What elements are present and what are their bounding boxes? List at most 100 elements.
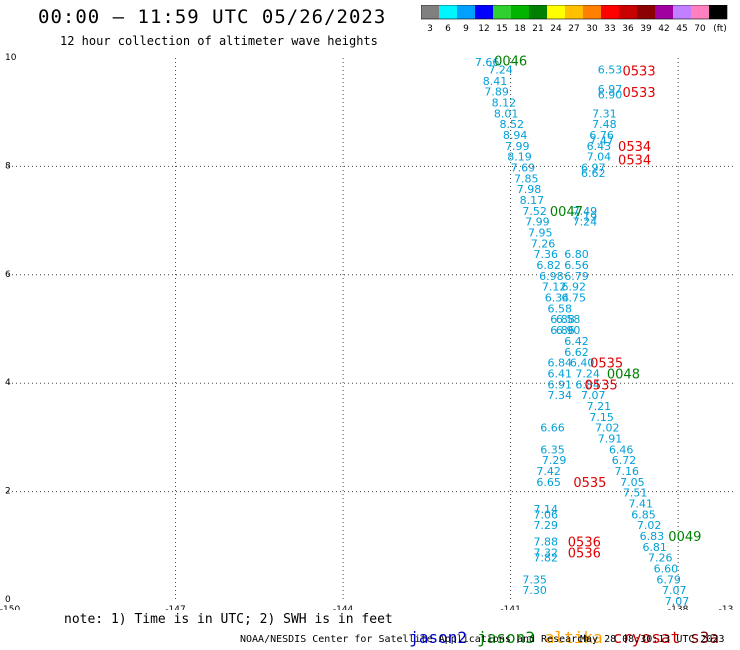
wave-height-point: 6.58 bbox=[548, 302, 573, 315]
legend-jason3: jason3 bbox=[477, 628, 535, 647]
y-tick-label: 4 bbox=[5, 378, 11, 388]
wave-height-point: 7.07 bbox=[662, 584, 687, 597]
colorbar-swatch bbox=[439, 5, 457, 19]
y-tick-label: 0 bbox=[5, 595, 11, 605]
colorbar-swatch bbox=[691, 5, 709, 19]
wave-height-point: 6.58 bbox=[556, 313, 581, 326]
wave-height-point: 8.01 bbox=[494, 107, 519, 120]
wave-height-point: 6.75 bbox=[561, 292, 586, 305]
colorbar-label: 36 bbox=[622, 24, 634, 34]
wave-height-point: 7.47 bbox=[589, 134, 614, 147]
x-tick-label: -144 bbox=[333, 605, 354, 610]
track-label: 0534 bbox=[618, 153, 651, 168]
wave-height-point: 7.16 bbox=[615, 465, 640, 478]
colorbar-swatch bbox=[457, 5, 475, 19]
chart-subtitle: 12 hour collection of altimeter wave hei… bbox=[60, 34, 378, 48]
wave-height-point: 6.62 bbox=[581, 167, 606, 180]
wave-height-point: 6.35 bbox=[540, 443, 565, 456]
wave-height-point: 7.69 bbox=[511, 161, 536, 174]
track-label: 0536 bbox=[568, 546, 601, 561]
colorbar-swatch bbox=[565, 5, 583, 19]
colorbar-swatch bbox=[529, 5, 547, 19]
x-tick-label: -150 bbox=[0, 605, 20, 610]
wave-height-point: 6.82 bbox=[536, 259, 561, 272]
track-label: 0534 bbox=[618, 140, 651, 155]
x-tick-label: -147 bbox=[165, 605, 185, 610]
legend-s3a: s3a bbox=[690, 628, 719, 647]
chart-title: 00:00 – 11:59 UTC 05/26/2023 bbox=[38, 6, 387, 28]
wave-height-point: 7.26 bbox=[531, 237, 556, 250]
wave-height-point: 7.99 bbox=[525, 216, 550, 229]
wave-height-point: 7.66 bbox=[475, 56, 500, 69]
colorbar-label: 18 bbox=[514, 24, 526, 34]
wave-height-point: 7.07 bbox=[665, 595, 690, 608]
wave-height-point: 6.92 bbox=[561, 281, 586, 294]
colorbar-label: 24 bbox=[550, 24, 562, 34]
wave-height-point: 6.98 bbox=[539, 270, 564, 283]
colorbar-label: 42 bbox=[658, 24, 669, 34]
wave-height-point: 6.60 bbox=[654, 563, 679, 576]
colorbar-label: 6 bbox=[445, 24, 451, 34]
wave-height-point: 6.91 bbox=[548, 378, 573, 391]
wave-height-point: 6.88 bbox=[550, 313, 575, 326]
colorbar-label: 33 bbox=[604, 24, 615, 34]
colorbar-swatch bbox=[637, 5, 655, 19]
wave-height-point: 6.72 bbox=[612, 454, 637, 467]
wave-height-point: 7.31 bbox=[592, 107, 617, 120]
wave-height-point: 6.85 bbox=[631, 508, 656, 521]
wave-height-point: 7.24 bbox=[573, 216, 598, 229]
wave-height-point: 7.49 bbox=[573, 205, 598, 218]
wave-height-point: 7.21 bbox=[587, 400, 612, 413]
wave-height-point: 7.51 bbox=[623, 487, 648, 500]
wave-height-point: 7.52 bbox=[522, 205, 547, 218]
colorbar-swatch bbox=[673, 5, 691, 19]
wave-height-point: 7.36 bbox=[534, 248, 559, 261]
wave-height-point: 6.80 bbox=[564, 248, 589, 261]
track-label: 0535 bbox=[590, 357, 623, 372]
wave-height-point: 7.24 bbox=[575, 367, 600, 380]
wave-height-point: 6.41 bbox=[548, 367, 573, 380]
wave-height-point: 6.97 bbox=[598, 83, 623, 96]
colorbar-label: 3 bbox=[427, 24, 433, 34]
wave-height-point: 7.91 bbox=[598, 432, 623, 445]
wave-height-point: 7.29 bbox=[542, 454, 567, 467]
wave-height-point: 7.06 bbox=[534, 508, 559, 521]
wave-height-point: 6.46 bbox=[609, 443, 634, 456]
wave-height-point: 7.26 bbox=[648, 552, 673, 565]
wave-height-point: 6.43 bbox=[587, 140, 612, 153]
legend-jason2: jason2 bbox=[409, 628, 468, 647]
wave-height-point: 7.35 bbox=[522, 573, 547, 586]
colorbar-label: 15 bbox=[496, 24, 507, 34]
generated-timestamp: May 28 08:30:13 UTC 2023 bbox=[580, 634, 725, 645]
wave-height-point: 7.24 bbox=[488, 63, 513, 76]
wave-height-point: 6.76 bbox=[589, 129, 614, 142]
track-label: 0535 bbox=[585, 378, 618, 393]
colorbar-swatch bbox=[547, 5, 565, 19]
colorbar-label: 21 bbox=[532, 24, 543, 34]
x-tick-label: -13 bbox=[719, 605, 734, 610]
wave-height-point: 6.90 bbox=[556, 324, 581, 337]
wave-height-point: 7.99 bbox=[505, 140, 530, 153]
wave-height-point: 7.82 bbox=[534, 552, 559, 565]
track-label: 0048 bbox=[607, 367, 640, 382]
wave-height-point: 6.34 bbox=[545, 292, 570, 305]
colorbar-swatch bbox=[421, 5, 439, 19]
wave-height-point: 7.05 bbox=[620, 476, 645, 489]
wave-height-point: 6.84 bbox=[548, 357, 573, 370]
legend-altika: altika bbox=[544, 628, 603, 647]
wave-height-point: 7.48 bbox=[592, 118, 617, 131]
colorbar-label: (ft) bbox=[713, 24, 727, 34]
colorbar-label: 27 bbox=[568, 24, 579, 34]
colorbar-swatch bbox=[601, 5, 619, 19]
track-label: 0533 bbox=[623, 86, 656, 101]
track-label: 0533 bbox=[623, 64, 656, 79]
colorbar-label: 39 bbox=[640, 24, 652, 34]
legend-cryosat: cryosat bbox=[612, 628, 681, 647]
wave-height-point: 6.66 bbox=[540, 422, 565, 435]
wave-height-point: 6.40 bbox=[570, 357, 595, 370]
wave-height-point: 6.79 bbox=[564, 270, 589, 283]
wave-height-point: 6.65 bbox=[536, 476, 561, 489]
wave-height-point: 8.17 bbox=[520, 194, 545, 207]
wave-height-point: 7.41 bbox=[628, 498, 653, 511]
